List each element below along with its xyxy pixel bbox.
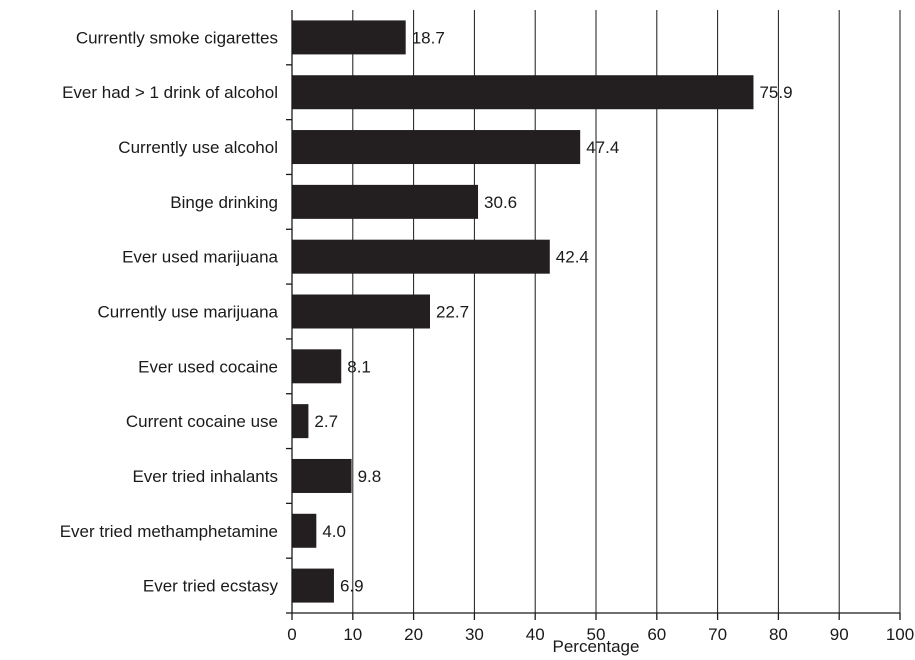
bar-2 [292, 75, 754, 110]
x-tick-label-80: 80 [769, 625, 788, 644]
x-tick-label-0: 0 [287, 625, 296, 644]
category-label-2: Ever had > 1 drink of alcohol [62, 83, 278, 102]
bar-3 [292, 130, 581, 165]
category-label-8: Current cocaine use [126, 412, 278, 431]
value-label-10: 4.0 [322, 522, 346, 541]
category-label-4: Binge drinking [170, 193, 278, 212]
bars [292, 20, 754, 603]
labels: 18.7 Currently smoke cigarettes 75.9 Ever h… [60, 28, 914, 644]
x-tick-label-100: 100 [886, 625, 914, 644]
value-label-4: 30.6 [484, 193, 517, 212]
value-label-7: 8.1 [347, 357, 371, 376]
bar-11 [292, 568, 334, 603]
x-tick-label-20: 20 [404, 625, 423, 644]
bar-4 [292, 184, 479, 219]
category-label-11: Ever tried ecstasy [143, 577, 279, 596]
category-label-1: Currently smoke cigarettes [76, 28, 278, 47]
category-label-10: Ever tried methamphetamine [60, 522, 278, 541]
x-tick-label-90: 90 [830, 625, 849, 644]
category-label-9: Ever tried inhalants [132, 467, 278, 486]
bar-7 [292, 349, 342, 384]
value-label-6: 22.7 [436, 303, 469, 322]
bar-8 [292, 404, 309, 439]
x-tick-label-10: 10 [343, 625, 362, 644]
x-tick-label-40: 40 [526, 625, 545, 644]
value-label-5: 42.4 [556, 248, 589, 267]
value-label-3: 47.4 [586, 138, 619, 157]
value-label-1: 18.7 [412, 28, 445, 47]
value-label-11: 6.9 [340, 577, 364, 596]
value-label-8: 2.7 [314, 412, 338, 431]
axes [286, 10, 901, 620]
bar-10 [292, 513, 317, 548]
bar-9 [292, 458, 352, 493]
category-label-6: Currently use marijuana [98, 303, 279, 322]
bar-1 [292, 20, 406, 55]
x-tick-label-30: 30 [465, 625, 484, 644]
value-label-9: 9.8 [358, 467, 382, 486]
bar-5 [292, 239, 550, 274]
bar-6 [292, 294, 431, 329]
value-label-2: 75.9 [759, 83, 792, 102]
x-tick-label-50: 50 [587, 625, 606, 644]
category-label-3: Currently use alcohol [118, 138, 278, 157]
x-tick-label-60: 60 [647, 625, 666, 644]
category-label-5: Ever used marijuana [122, 248, 278, 267]
category-label-7: Ever used cocaine [138, 357, 278, 376]
gridlines [352, 10, 901, 613]
x-axis-title: Percentage [553, 637, 640, 656]
x-tick-label-70: 70 [708, 625, 727, 644]
